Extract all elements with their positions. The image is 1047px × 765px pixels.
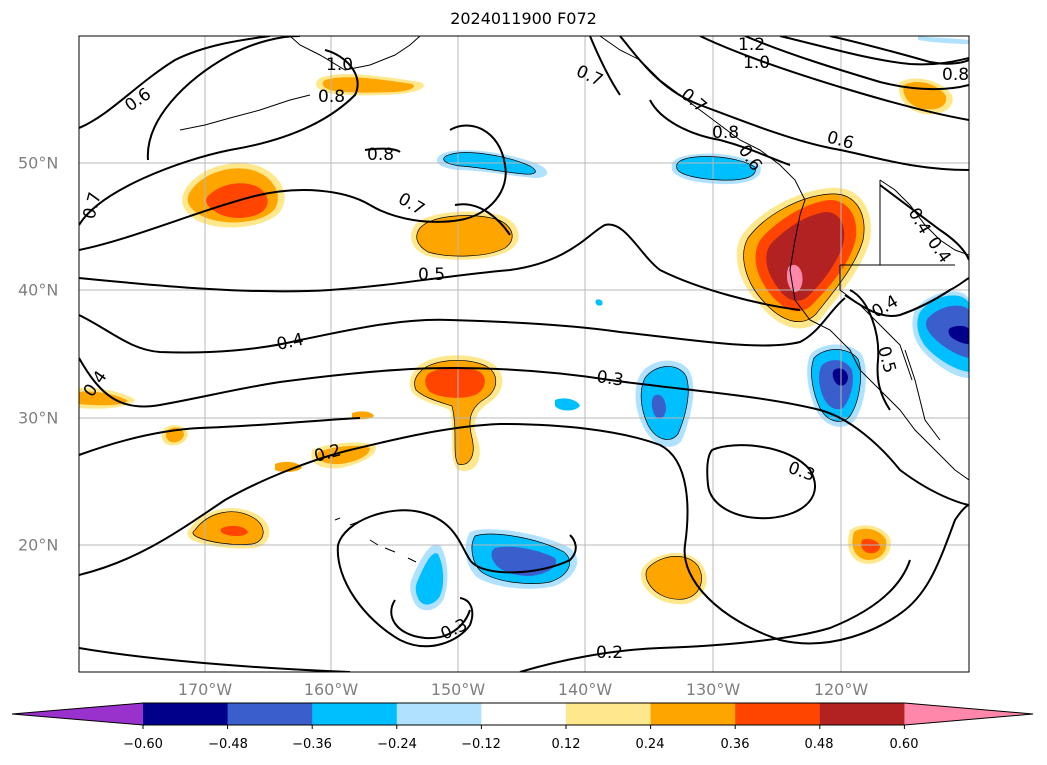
map-border <box>78 35 970 673</box>
contour-label: 0.8 <box>367 145 394 165</box>
colorbar-tick-label: −0.60 <box>123 737 163 752</box>
colorbar-tick-label: −0.48 <box>208 737 248 752</box>
contour-lines <box>79 36 969 672</box>
graticule <box>79 36 969 672</box>
lon-label: 140°W <box>557 680 613 699</box>
lat-label: 30°N <box>18 408 59 428</box>
lon-label: 130°W <box>685 680 741 699</box>
lat-label: 50°N <box>18 153 59 173</box>
colorbar-swatch <box>566 703 652 725</box>
lat-label: 40°N <box>18 280 59 300</box>
contour-label: 0.2 <box>596 643 623 663</box>
colorbar-swatch <box>227 703 313 725</box>
colorbar-tick-label: −0.36 <box>292 737 332 752</box>
lon-label: 120°W <box>813 680 869 699</box>
colorbar-swatch <box>396 703 482 725</box>
colorbar-swatch <box>312 703 398 725</box>
colorbar-swatch <box>143 703 229 725</box>
lon-label: 170°W <box>177 680 233 699</box>
colorbar-tick-label: 0.24 <box>635 737 665 752</box>
lon-label: 160°W <box>303 680 359 699</box>
contour-label: 1.0 <box>743 53 770 73</box>
contour-label: 0.5 <box>418 265 445 285</box>
coastlines <box>179 36 969 563</box>
colorbar-extend-max <box>904 703 1033 725</box>
colorbar-tick-label: −0.12 <box>461 737 501 752</box>
map-title: 2024011900 F072 <box>450 9 597 28</box>
colorbar-tick-label: 0.60 <box>889 737 919 752</box>
colorbar-swatch <box>735 703 821 725</box>
colorbar-tick-label: −0.24 <box>377 737 417 752</box>
colorbar-extend-min <box>12 703 143 725</box>
contour-label: 0.8 <box>942 65 969 85</box>
colorbar-tick-label: 0.36 <box>720 737 750 752</box>
contour-label: 0.3 <box>595 367 625 391</box>
lon-label: 150°W <box>430 680 486 699</box>
colorbar-swatch <box>650 703 736 725</box>
contour-label: 0.8 <box>712 123 739 143</box>
colorbar <box>11 702 1034 729</box>
colorbar-swatch <box>481 703 567 725</box>
lat-label: 20°N <box>18 535 59 555</box>
contour-label: 1.2 <box>738 35 765 55</box>
anomaly-outlines <box>192 152 865 600</box>
contour-label: 0.8 <box>318 87 345 107</box>
colorbar-swatch <box>819 703 905 725</box>
colorbar-tick-label: 0.12 <box>551 737 581 752</box>
contour-label: 1.0 <box>326 55 353 75</box>
colorbar-tick-label: 0.48 <box>804 737 834 752</box>
